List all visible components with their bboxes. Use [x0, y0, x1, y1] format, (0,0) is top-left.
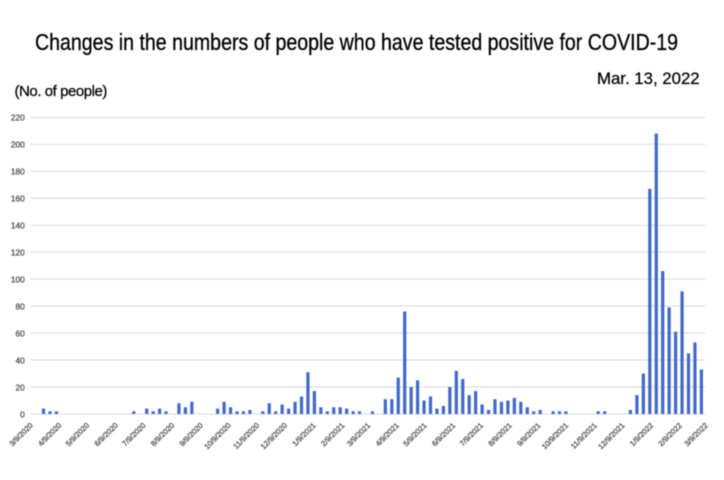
svg-text:220: 220 — [11, 113, 25, 123]
svg-text:160: 160 — [11, 194, 25, 204]
svg-text:180: 180 — [11, 167, 25, 177]
svg-text:40: 40 — [15, 355, 25, 365]
svg-text:100: 100 — [11, 275, 25, 285]
svg-text:60: 60 — [15, 328, 25, 338]
svg-text:20: 20 — [15, 382, 25, 392]
svg-text:140: 140 — [11, 221, 25, 231]
svg-text:0: 0 — [20, 409, 25, 419]
svg-text:120: 120 — [11, 248, 25, 258]
svg-text:200: 200 — [11, 140, 25, 150]
svg-text:80: 80 — [15, 302, 25, 312]
